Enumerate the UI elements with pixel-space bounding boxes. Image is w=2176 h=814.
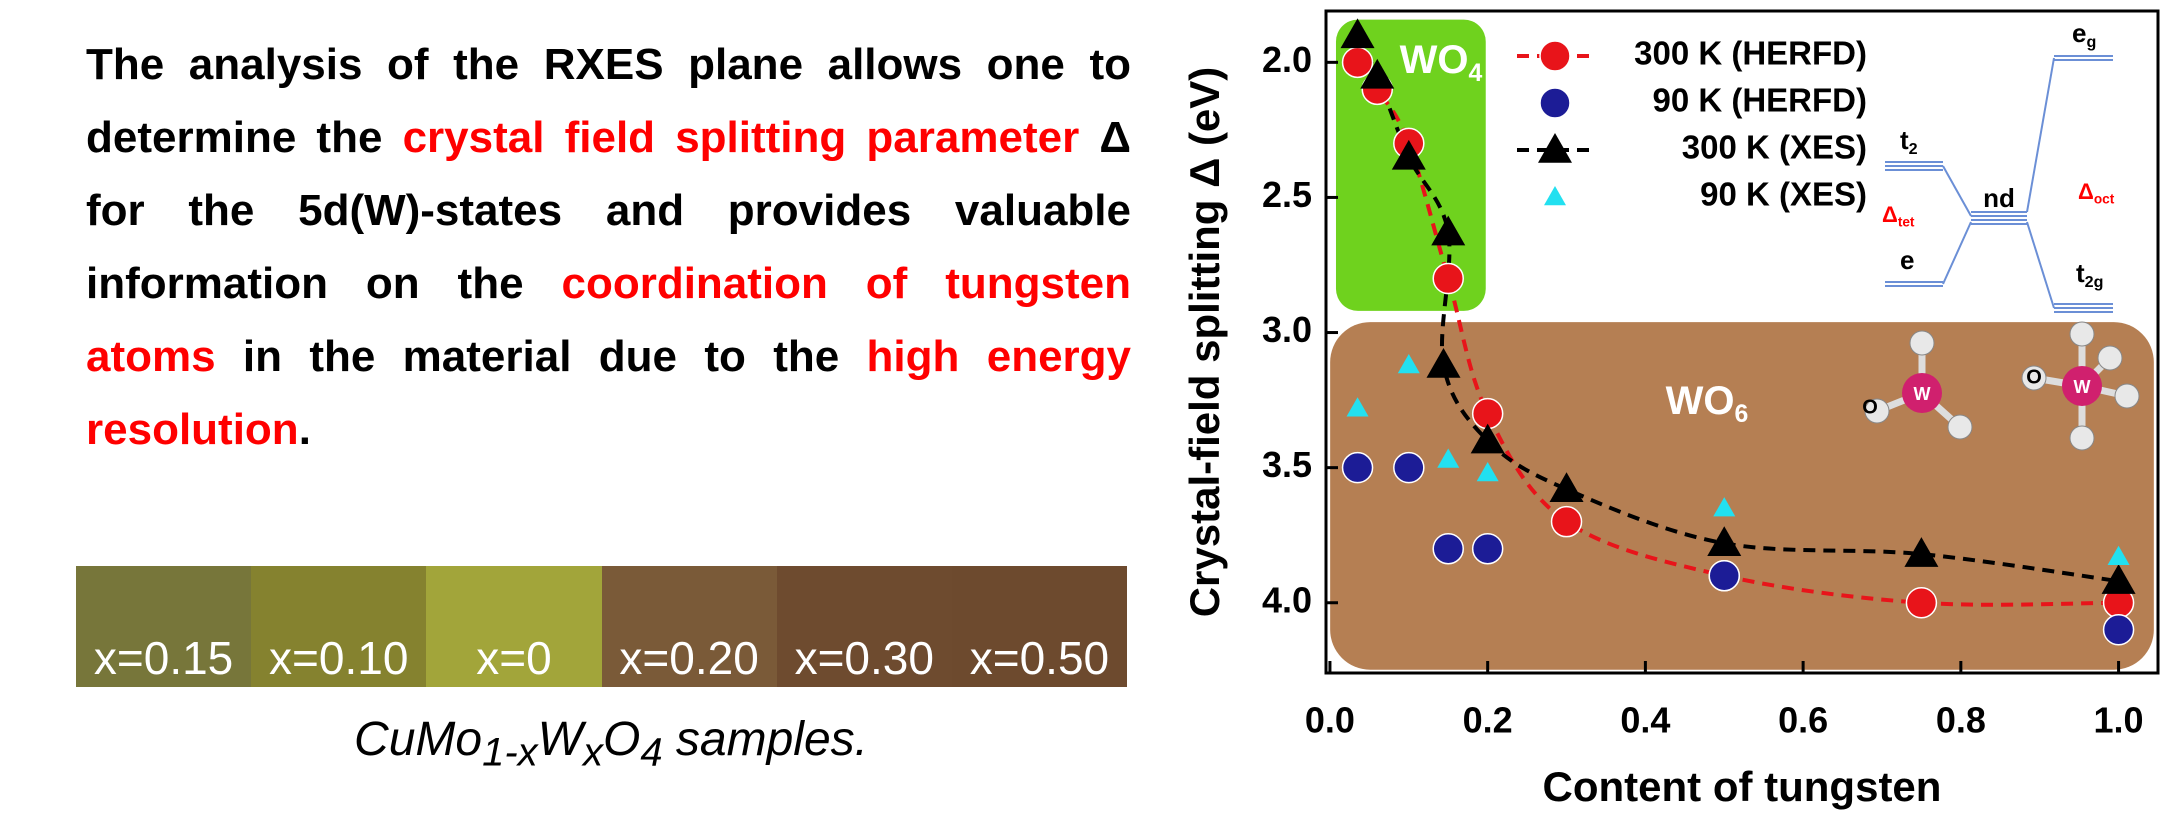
legend-label: 90 K (XES)	[1700, 176, 1867, 213]
delta-label: Δtet	[1882, 202, 1915, 229]
oxygen	[2070, 426, 2094, 450]
atom-label: W	[2074, 377, 2091, 397]
connector	[2027, 58, 2054, 212]
legend-marker	[1544, 186, 1566, 205]
region-label-main: WO	[1400, 38, 1469, 82]
point	[1343, 453, 1373, 483]
y-tick-label: 2.5	[1262, 174, 1312, 215]
legend-label: 300 K (HERFD)	[1634, 35, 1867, 72]
x-tick-label: 1.0	[2094, 700, 2144, 741]
level-label-sub: 2g	[2085, 273, 2104, 291]
y-tick-label: 2.0	[1262, 39, 1312, 80]
level-label: t2	[1900, 125, 1918, 158]
delta-label-sub: tet	[1898, 214, 1915, 229]
atom-label: O	[2026, 366, 2042, 388]
x-tick-label: 0.4	[1620, 700, 1670, 741]
connector	[2027, 222, 2054, 308]
point	[1552, 507, 1582, 537]
level-label-main: t	[1900, 125, 1909, 155]
point	[2104, 615, 2134, 645]
x-tick-label: 0.2	[1463, 700, 1513, 741]
page: The analysis of the RXES plane allows on…	[0, 0, 2176, 814]
connector	[1943, 222, 1971, 284]
level-label-main: t	[2076, 258, 2085, 288]
oxygen	[2115, 384, 2139, 408]
region-label-main: WO	[1666, 379, 1735, 423]
atom-label: O	[1862, 396, 1878, 418]
y-tick-label: 4.0	[1262, 579, 1312, 620]
legend-marker	[1540, 88, 1570, 118]
point	[1433, 534, 1463, 564]
level-label: eg	[2072, 18, 2096, 51]
x-tick-label: 0.0	[1305, 700, 1355, 741]
point	[1473, 534, 1503, 564]
delta-label-main: Δ	[2078, 179, 2094, 204]
legend-label: 300 K (XES)	[1682, 129, 1867, 166]
oxygen	[1948, 415, 1972, 439]
level-label-sub: 2	[1909, 140, 1918, 158]
y-tick-label: 3.5	[1262, 444, 1312, 485]
level-label-main: e	[2072, 18, 2086, 48]
delta-label: Δoct	[2078, 179, 2115, 206]
x-tick-label: 0.8	[1936, 700, 1986, 741]
level-label: nd	[1983, 183, 2015, 213]
oxygen	[2098, 346, 2122, 370]
point	[1394, 453, 1424, 483]
legend-marker	[1540, 41, 1570, 71]
delta-label-main: Δ	[1882, 202, 1898, 227]
point	[1433, 264, 1463, 294]
legend-label: 90 K (HERFD)	[1652, 82, 1867, 119]
point	[1709, 561, 1739, 591]
delta-label-sub: oct	[2094, 191, 2115, 206]
region-label-sub: 4	[1469, 60, 1483, 87]
region-label-sub: 6	[1735, 401, 1749, 428]
oxygen	[2070, 322, 2094, 346]
point	[1906, 588, 1936, 618]
x-tick-label: 0.6	[1778, 700, 1828, 741]
level-label: t2g	[2076, 258, 2103, 291]
connector	[1943, 166, 1971, 216]
level-label: e	[1900, 245, 1914, 275]
point	[1343, 47, 1373, 77]
oxygen	[1910, 331, 1934, 355]
level-label-sub: g	[2086, 33, 2096, 51]
chart: WO4WO60.00.20.40.60.81.02.02.53.03.54.0C…	[0, 0, 2176, 814]
x-axis-label: Content of tungsten	[1543, 763, 1942, 810]
y-tick-label: 3.0	[1262, 309, 1312, 350]
y-axis-label: Crystal-field splitting Δ (eV)	[1181, 67, 1228, 618]
legend-marker	[1538, 133, 1572, 163]
atom-label: W	[1914, 384, 1931, 404]
